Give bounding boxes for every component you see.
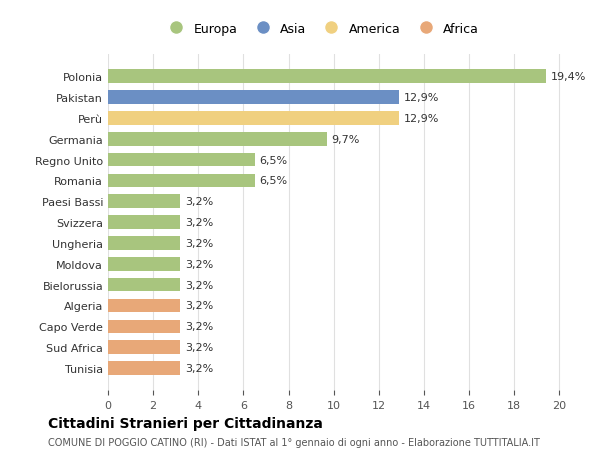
Bar: [108, 133, 327, 146]
Text: 6,5%: 6,5%: [259, 155, 287, 165]
Bar: [108, 237, 180, 250]
Text: 3,2%: 3,2%: [185, 218, 213, 228]
Bar: [108, 153, 255, 167]
Text: 3,2%: 3,2%: [185, 301, 213, 311]
Bar: [108, 70, 546, 84]
Bar: [108, 195, 180, 208]
Text: 12,9%: 12,9%: [404, 114, 439, 123]
Text: 3,2%: 3,2%: [185, 342, 213, 353]
Bar: [108, 112, 399, 125]
Bar: [108, 320, 180, 333]
Bar: [108, 216, 180, 230]
Bar: [108, 299, 180, 313]
Text: 12,9%: 12,9%: [404, 93, 439, 103]
Text: 3,2%: 3,2%: [185, 322, 213, 331]
Text: 3,2%: 3,2%: [185, 363, 213, 373]
Bar: [108, 91, 399, 105]
Text: 9,7%: 9,7%: [331, 134, 360, 145]
Text: 3,2%: 3,2%: [185, 197, 213, 207]
Bar: [108, 361, 180, 375]
Bar: [108, 174, 255, 188]
Text: 3,2%: 3,2%: [185, 280, 213, 290]
Bar: [108, 341, 180, 354]
Text: 6,5%: 6,5%: [259, 176, 287, 186]
Text: 19,4%: 19,4%: [550, 72, 586, 82]
Legend: Europa, Asia, America, Africa: Europa, Asia, America, Africa: [158, 18, 484, 41]
Text: 3,2%: 3,2%: [185, 238, 213, 248]
Bar: [108, 278, 180, 292]
Bar: [108, 257, 180, 271]
Text: 3,2%: 3,2%: [185, 259, 213, 269]
Text: COMUNE DI POGGIO CATINO (RI) - Dati ISTAT al 1° gennaio di ogni anno - Elaborazi: COMUNE DI POGGIO CATINO (RI) - Dati ISTA…: [48, 437, 540, 447]
Text: Cittadini Stranieri per Cittadinanza: Cittadini Stranieri per Cittadinanza: [48, 416, 323, 430]
